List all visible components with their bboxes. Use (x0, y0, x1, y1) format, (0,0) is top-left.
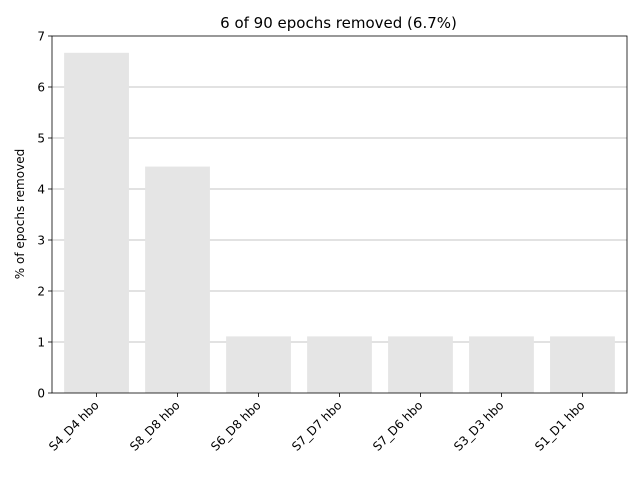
chart-title: 6 of 90 epochs removed (6.7%) (220, 14, 457, 32)
y-axis-label: % of epochs removed (13, 149, 27, 279)
y-tick-label: 0 (37, 387, 45, 401)
bar (145, 166, 210, 393)
y-tick-label: 1 (37, 336, 45, 350)
y-tick-label: 3 (37, 234, 45, 248)
y-ticks: 0 1 2 3 4 5 6 7 (37, 30, 52, 401)
bars (64, 52, 615, 394)
bar (64, 52, 129, 394)
y-tick-label: 5 (37, 132, 45, 146)
y-tick-label: 6 (37, 81, 45, 95)
y-tick-label: 2 (37, 285, 45, 299)
bar (307, 336, 372, 393)
bar (469, 336, 534, 393)
y-tick-label: 4 (37, 183, 45, 197)
bar (550, 336, 615, 393)
bar (388, 336, 453, 393)
y-tick-label: 7 (37, 30, 45, 44)
bar (226, 336, 291, 393)
